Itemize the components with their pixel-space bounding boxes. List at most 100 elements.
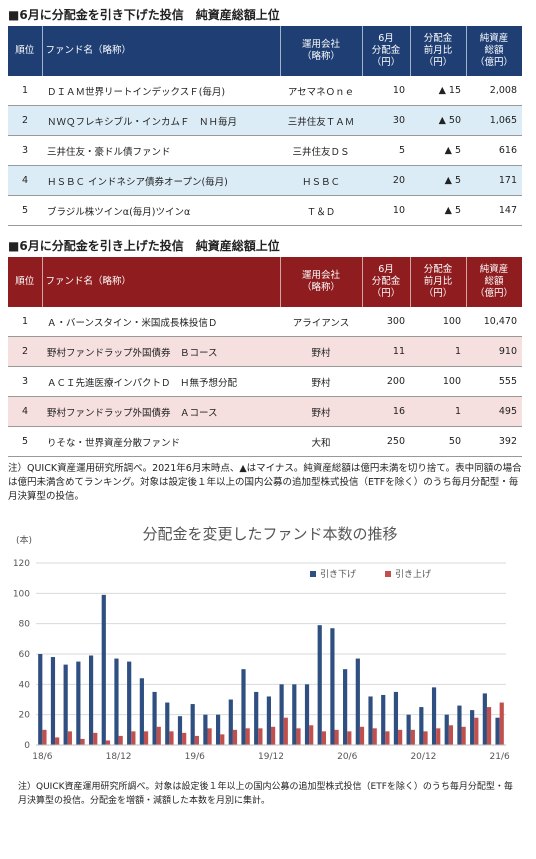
- bar: [304, 684, 310, 745]
- x-tick-label: 19/12: [258, 752, 284, 762]
- header-cell: 6月 分配金 （円）: [362, 26, 411, 76]
- bar: [114, 658, 119, 745]
- table-cell: 野村: [280, 366, 362, 397]
- table-cell: ＮＷＱフレキシブル・インカムＦ ＮＨ毎月: [42, 105, 280, 136]
- header-cell: 純資産 総額 （億円）: [466, 257, 523, 307]
- bar: [245, 728, 250, 745]
- table-cell: 495: [466, 396, 522, 427]
- header-cell: 純資産 総額 （億円）: [466, 26, 523, 76]
- bar: [359, 726, 365, 745]
- bar: [118, 735, 123, 745]
- bar: [271, 726, 276, 745]
- bar: [355, 658, 360, 745]
- table-cell: 1,065: [466, 105, 522, 136]
- table-cell: 50: [410, 426, 466, 457]
- bar: [444, 714, 449, 745]
- bar: [207, 728, 212, 745]
- bar: [372, 728, 377, 745]
- bar: [292, 684, 297, 745]
- table-cell: 5: [362, 135, 410, 166]
- table-cell: 1: [8, 307, 42, 337]
- bar: [368, 696, 373, 745]
- header-cell: 順位: [8, 257, 43, 307]
- table-cell: 300: [362, 307, 410, 337]
- bar: [423, 731, 428, 745]
- bar: [279, 684, 284, 745]
- table-cell: アライアンス: [280, 307, 362, 337]
- table-cell: 野村: [280, 396, 362, 427]
- table-cell: ＡＣＩ先進医療インパクトＤ Ｈ無予想分配: [42, 366, 280, 397]
- table-cell: アセマネＯｎｅ: [280, 76, 362, 106]
- bar: [76, 661, 81, 745]
- bar: [347, 731, 352, 745]
- table-cell: 4: [8, 396, 42, 427]
- table-row: 1 Ａ・バーンスタイン・米国成長株投信Ｄ アライアンス 300 100 10,470: [8, 307, 522, 337]
- legend-label: 引き上げ: [395, 569, 431, 580]
- table-cell: 147: [466, 195, 522, 226]
- bar: [457, 705, 462, 745]
- table-cell: ＨＳＢＣ: [280, 165, 362, 196]
- y-tick-label: 40: [19, 680, 31, 690]
- bar: [63, 664, 68, 745]
- table-cell: 三井住友ＴＡＭ: [280, 105, 362, 136]
- table-cell: 4: [8, 165, 42, 196]
- y-axis-label: (本): [16, 534, 32, 546]
- y-tick-label: 80: [19, 620, 31, 630]
- bar: [410, 729, 415, 745]
- chart-note: 注）QUICK資産運用研究所調べ。対象は設定後１年以上の国内公募の追加型株式投信…: [18, 782, 513, 806]
- table-cell: 30: [362, 105, 410, 136]
- table-cell: 野村: [280, 336, 362, 367]
- bar: [232, 729, 238, 745]
- bar: [393, 691, 399, 745]
- table-cell: 5: [8, 426, 42, 457]
- bar: [165, 702, 170, 745]
- table-cell: Ａ・バーンスタイン・米国成長株投信Ｄ: [42, 307, 280, 337]
- table-cell: Ｔ＆Ｄ: [280, 195, 362, 226]
- bar: [42, 729, 47, 745]
- bar: [203, 714, 208, 745]
- table-row: 3 三井住友・豪ドル債ファンド 三井住友ＤＳ 5 ▲ 5 616: [8, 135, 522, 166]
- table-cell: 2: [8, 336, 42, 367]
- chart: 分配金を変更したファンド本数の推移 (本) 0 20 40 60 80 100 120 18/6 1…: [13, 525, 510, 762]
- table-cell: りそな・世界資産分散ファンド: [42, 426, 280, 457]
- table-row: 4 野村ファンドラップ外国債券 Ａコース 野村 16 1 495: [8, 396, 522, 427]
- bar: [436, 728, 441, 745]
- table-cell: 16: [362, 396, 410, 427]
- bar: [182, 732, 187, 745]
- bar: [398, 729, 403, 745]
- bar: [266, 696, 271, 745]
- bar: [317, 625, 322, 745]
- x-tick-label: 18/12: [106, 752, 132, 762]
- table-cell: 三井住友・豪ドル債ファンド: [42, 135, 280, 166]
- table-cell: 100: [410, 366, 466, 397]
- y-tick-label: 60: [19, 650, 31, 660]
- table-cell: 616: [466, 135, 522, 166]
- bar: [156, 726, 161, 745]
- table-cell: ▲ 5: [410, 195, 466, 226]
- table-row: 4 ＨＳＢＣ インドネシア債券オープン(毎月) ＨＳＢＣ 20 ▲ 5 171: [8, 165, 522, 196]
- bar: [309, 725, 314, 745]
- header-cell: 運用会社 （略称）: [280, 26, 363, 76]
- table-cell: 10: [362, 195, 410, 226]
- bar: [105, 740, 111, 745]
- x-tick-label: 21/6: [490, 752, 510, 762]
- bar: [93, 732, 98, 745]
- table-cell: 100: [410, 307, 466, 337]
- bar: [296, 728, 301, 745]
- bar: [88, 655, 94, 745]
- table-cell: 910: [466, 336, 522, 367]
- bar: [406, 714, 411, 745]
- table: 順位 ファンド名（略称） 運用会社 （略称） 6月 分配金 （円） 分配金 前月比 （円…: [8, 257, 523, 457]
- bar: [228, 699, 233, 745]
- table-cell: 392: [466, 426, 522, 457]
- bar: [169, 731, 174, 745]
- table-cell: 555: [466, 366, 522, 397]
- table-row: 2 野村ファンドラップ外国債券 Ｂコース 野村 11 1 910: [8, 336, 522, 367]
- header-cell: ファンド名（略称）: [42, 26, 281, 76]
- bar: [190, 704, 195, 745]
- table-cell: 1: [410, 396, 466, 427]
- bar: [139, 678, 144, 745]
- bar: [131, 731, 136, 745]
- table-row: 5 りそな・世界資産分散ファンド 大和 250 50 392: [8, 426, 522, 457]
- table-cell: ▲ 5: [410, 165, 466, 196]
